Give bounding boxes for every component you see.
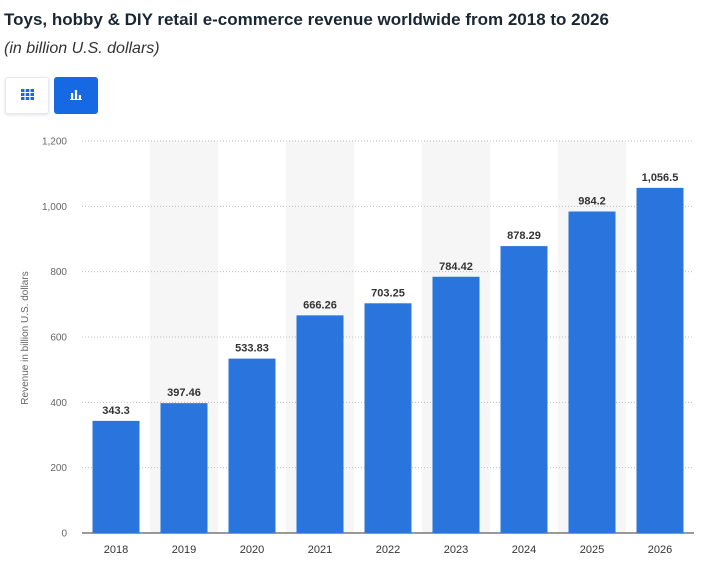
bar-2022[interactable] bbox=[364, 303, 412, 533]
data-label: 984.2 bbox=[578, 195, 606, 207]
x-tick-label: 2022 bbox=[376, 544, 400, 556]
bar-2018[interactable] bbox=[92, 420, 140, 533]
x-tick-label: 2019 bbox=[172, 544, 196, 556]
y-tick-label: 800 bbox=[50, 267, 67, 278]
bar-2026[interactable] bbox=[636, 187, 684, 534]
bar-2020[interactable] bbox=[228, 358, 276, 533]
grid-table-icon bbox=[20, 87, 34, 105]
bar-chart-icon bbox=[70, 87, 82, 105]
chart-view-button[interactable] bbox=[54, 77, 98, 114]
data-label: 703.25 bbox=[371, 287, 405, 299]
bar-2021[interactable] bbox=[296, 315, 344, 533]
y-tick-label: 400 bbox=[50, 398, 67, 409]
y-tick-label: 1,000 bbox=[42, 202, 67, 213]
bar-2024[interactable] bbox=[500, 246, 548, 534]
x-tick-label: 2018 bbox=[104, 544, 128, 556]
x-tick-label: 2021 bbox=[308, 544, 332, 556]
data-label: 533.83 bbox=[235, 343, 269, 355]
data-label: 878.29 bbox=[507, 230, 541, 242]
x-tick-label: 2025 bbox=[580, 544, 604, 556]
x-tick-label: 2024 bbox=[512, 544, 536, 556]
x-tick-label: 2023 bbox=[444, 544, 468, 556]
table-view-button[interactable] bbox=[5, 77, 49, 114]
bar-2019[interactable] bbox=[160, 403, 208, 533]
data-label: 666.26 bbox=[303, 299, 337, 311]
bar-2025[interactable] bbox=[568, 211, 616, 533]
bar-2023[interactable] bbox=[432, 276, 480, 533]
data-label: 397.46 bbox=[167, 387, 201, 399]
chart-title: Toys, hobby & DIY retail e-commerce reve… bbox=[4, 10, 609, 29]
x-tick-label: 2020 bbox=[240, 544, 264, 556]
x-tick-label: 2026 bbox=[648, 544, 672, 556]
data-label: 1,056.5 bbox=[642, 172, 679, 184]
chart-subtitle: (in billion U.S. dollars) bbox=[4, 40, 160, 57]
data-label: 784.42 bbox=[439, 261, 473, 273]
y-axis-label: Revenue in billion U.S. dollars bbox=[20, 271, 31, 404]
y-tick-label: 0 bbox=[61, 529, 67, 540]
y-tick-label: 600 bbox=[50, 333, 67, 344]
y-tick-label: 1,200 bbox=[42, 137, 67, 148]
y-tick-label: 200 bbox=[50, 463, 67, 474]
data-label: 343.3 bbox=[102, 405, 130, 417]
